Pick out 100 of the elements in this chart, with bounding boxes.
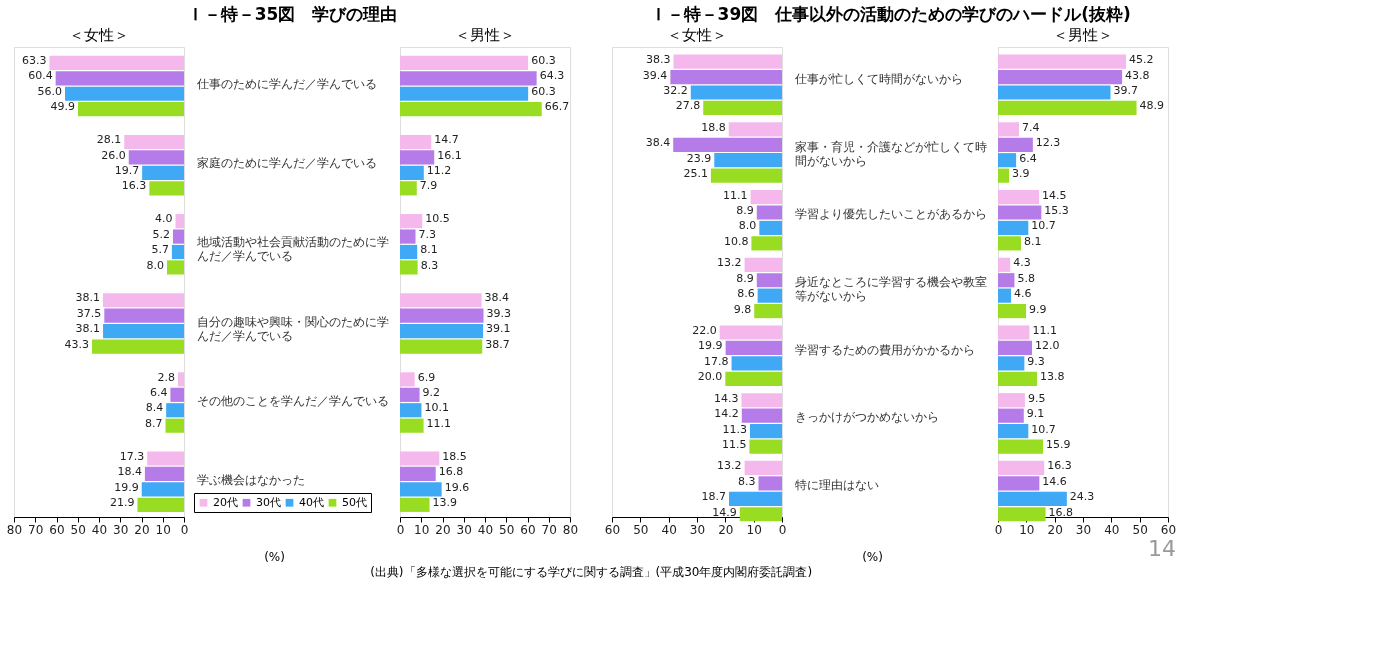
data-label: 38.4 xyxy=(484,291,510,305)
bar xyxy=(400,387,420,402)
data-label: 13.9 xyxy=(432,495,458,509)
data-label: 16.3 xyxy=(121,179,147,193)
data-label: 11.5 xyxy=(721,438,747,452)
data-label: 49.9 xyxy=(50,100,75,114)
x-tick-label: 10 xyxy=(1019,522,1035,537)
data-label: 11.1 xyxy=(426,416,452,430)
data-label: 18.4 xyxy=(117,465,142,479)
bar xyxy=(756,273,782,288)
data-label: 8.3 xyxy=(737,474,756,488)
data-label: 38.7 xyxy=(485,337,510,351)
data-label: 10.7 xyxy=(1031,219,1056,233)
data-label: 16.8 xyxy=(1048,505,1074,519)
bar xyxy=(149,181,184,196)
bar xyxy=(719,325,782,340)
x-tick-label: 10 xyxy=(155,522,171,537)
data-label: 39.7 xyxy=(1113,83,1138,97)
bar xyxy=(714,153,782,168)
x-tick-label: 30 xyxy=(689,522,706,537)
bar xyxy=(400,134,432,150)
y-tick-label: 仕事のために学んだ／学んでいる xyxy=(195,77,377,92)
x-tick-label: 40 xyxy=(91,522,108,537)
bar xyxy=(400,260,418,275)
bar xyxy=(400,324,484,339)
bar xyxy=(400,308,484,323)
y-tick-label: 学習するための費用がかかるから xyxy=(794,342,975,357)
bar xyxy=(998,408,1024,423)
bar xyxy=(998,288,1012,303)
bar xyxy=(49,55,184,70)
bar xyxy=(754,303,782,319)
data-label: 11.1 xyxy=(1032,324,1057,338)
x-tick-label: 20 xyxy=(718,522,734,537)
bar xyxy=(400,229,416,244)
data-label: 14.6 xyxy=(1042,474,1067,488)
data-label: 18.7 xyxy=(701,490,727,504)
bar xyxy=(751,236,782,251)
data-label: 60.3 xyxy=(531,84,556,98)
y-tick-label: 学習より優先したいことがあるから xyxy=(794,207,987,222)
data-label: 10.7 xyxy=(1031,422,1056,436)
bar xyxy=(400,451,440,466)
x-tick-label: 50 xyxy=(70,522,86,537)
bar xyxy=(998,340,1032,356)
x-tick-label: 50 xyxy=(633,522,649,537)
data-label: 8.7 xyxy=(145,416,163,430)
y-tick-label: 家事・育児・介護などが忙しくて時間がないから xyxy=(794,139,987,168)
bar xyxy=(103,293,184,308)
data-label: 9.5 xyxy=(1027,391,1046,405)
y-tick-label: 自分の趣味や興味・関心のために学んだ／学んでいる xyxy=(196,314,389,343)
data-label: 9.1 xyxy=(1026,407,1045,421)
data-label: 6.9 xyxy=(417,370,436,384)
bar xyxy=(998,303,1027,319)
bar xyxy=(998,356,1025,371)
bar xyxy=(998,236,1021,251)
data-label: 14.2 xyxy=(714,407,739,421)
bar xyxy=(690,85,782,100)
bar xyxy=(142,165,184,180)
x-tick-label: 10 xyxy=(414,522,430,537)
data-label: 4.6 xyxy=(1014,287,1032,301)
text: Ｉ－特－35図 学びの理由 xyxy=(186,3,398,24)
bar xyxy=(998,371,1038,386)
legend-label: 20代 xyxy=(213,495,238,509)
data-label: 14.5 xyxy=(1042,188,1067,202)
data-label: 2.8 xyxy=(157,370,176,384)
bar xyxy=(998,257,1011,272)
bar xyxy=(759,220,782,236)
data-label: 6.4 xyxy=(149,385,168,399)
bar xyxy=(400,55,529,70)
bar xyxy=(998,189,1040,205)
x-tick-label: 60 xyxy=(49,522,65,537)
bar xyxy=(103,324,184,339)
data-label: 19.9 xyxy=(114,480,139,494)
data-label: 4.3 xyxy=(1013,256,1031,270)
data-label: 7.3 xyxy=(418,227,437,241)
x-tick-label: 0 xyxy=(994,522,1003,537)
data-label: 9.2 xyxy=(422,385,441,399)
data-label: 22.0 xyxy=(692,324,717,338)
chart-subtitle: ＜男性＞ xyxy=(1053,26,1113,44)
x-tick-label: 50 xyxy=(1132,522,1148,537)
data-label: 13.8 xyxy=(1040,370,1065,384)
data-label: 39.1 xyxy=(486,322,511,336)
bar xyxy=(144,466,184,482)
data-label: 14.7 xyxy=(434,133,459,147)
bar xyxy=(739,507,782,522)
bar xyxy=(400,214,423,229)
data-label: 5.8 xyxy=(1017,271,1035,285)
bar xyxy=(998,507,1046,522)
data-label: 38.1 xyxy=(75,291,101,305)
data-label: 37.5 xyxy=(76,306,102,320)
bar xyxy=(77,102,184,117)
bar xyxy=(400,403,422,418)
bar xyxy=(91,339,184,354)
bar xyxy=(998,439,1044,454)
bar xyxy=(731,356,782,371)
bar xyxy=(998,273,1015,288)
bar xyxy=(673,54,782,69)
x-tick-label: 30 xyxy=(1075,522,1092,537)
text: 14 xyxy=(1148,536,1176,561)
x-tick-label: 80 xyxy=(562,522,579,537)
x-tick-label: 20 xyxy=(1047,522,1063,537)
